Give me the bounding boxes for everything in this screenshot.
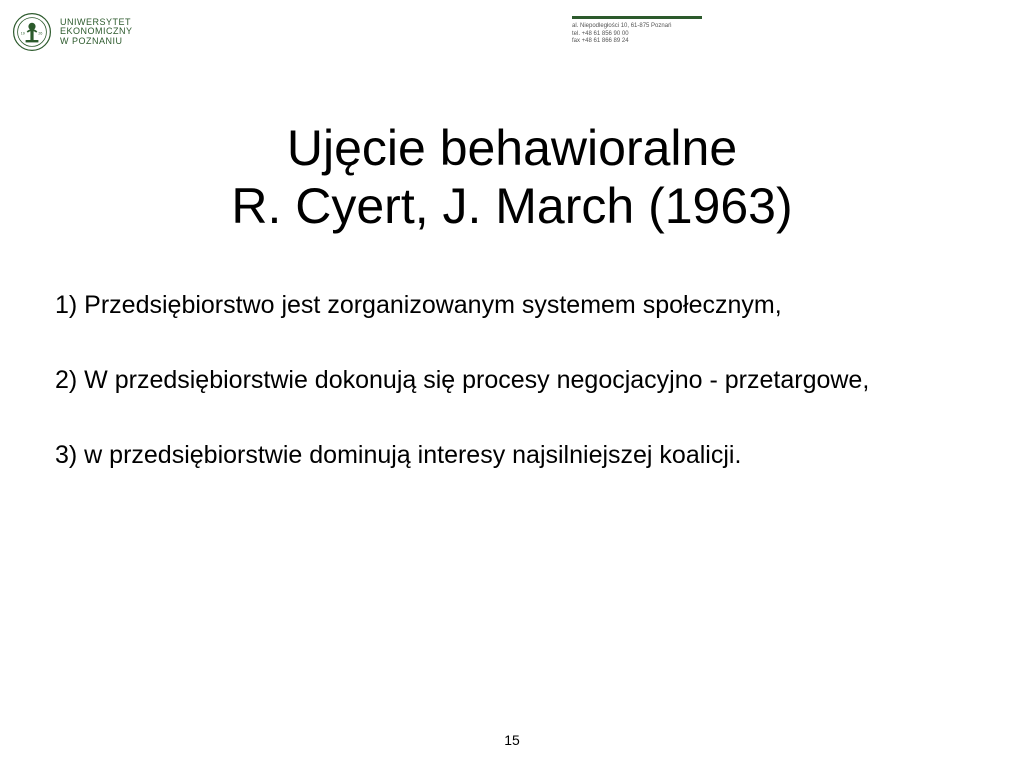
contact-line-1: al. Niepodległości 10, 61-875 Poznań (572, 23, 702, 31)
svg-text:26: 26 (38, 31, 42, 35)
svg-text:19: 19 (21, 31, 25, 35)
contact-line-3: fax +48 61 866 89 24 (572, 38, 702, 46)
logo-block: 19 26 UNIWERSYTET EKONOMICZNY W POZNANIU (12, 12, 1012, 52)
slide-header: 19 26 UNIWERSYTET EKONOMICZNY W POZNANIU… (12, 12, 1012, 72)
uni-line3: W POZNANIU (60, 37, 133, 46)
slide-body: 1) Przedsiębiorstwo jest zorganizowanym … (55, 278, 969, 483)
contact-line-2: tel. +48 61 856 90 00 (572, 31, 702, 39)
slide-title: Ujęcie behawioralne R. Cyert, J. March (… (0, 120, 1024, 235)
slide: 19 26 UNIWERSYTET EKONOMICZNY W POZNANIU… (0, 0, 1024, 768)
contact-block: al. Niepodległości 10, 61-875 Poznań tel… (572, 16, 702, 46)
page-number: 15 (0, 732, 1024, 748)
title-line-1: Ujęcie behawioralne (0, 120, 1024, 178)
paragraph-3: 3) w przedsiębiorstwie dominują interesy… (55, 428, 969, 483)
paragraph-1: 1) Przedsiębiorstwo jest zorganizowanym … (55, 278, 969, 333)
university-seal-icon: 19 26 (12, 12, 52, 52)
contact-bar (572, 16, 702, 19)
university-name: UNIWERSYTET EKONOMICZNY W POZNANIU (60, 18, 133, 46)
paragraph-2: 2) W przedsiębiorstwie dokonują się proc… (55, 353, 969, 408)
title-line-2: R. Cyert, J. March (1963) (0, 178, 1024, 236)
